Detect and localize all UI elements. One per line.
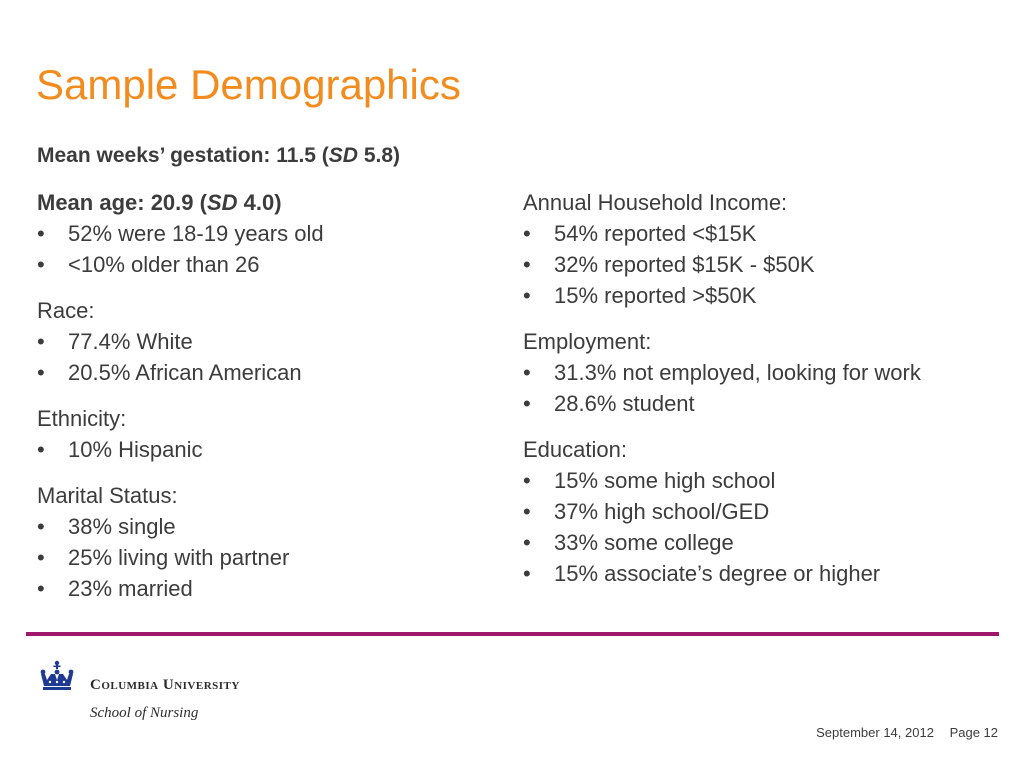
gestation-sd-label: SD [328, 144, 358, 167]
left-column: Mean age: 20.9 (SD 4.0) • 52% were 18-19 … [37, 187, 324, 619]
list-item: • 23% married [37, 573, 324, 604]
employment-list: • 31.3% not employed, looking for work • 28… [523, 357, 921, 419]
list-item: • 37% high school/GED [523, 496, 921, 527]
list-item-text: 77.4% White [68, 329, 193, 354]
gestation-prefix: Mean weeks’ gestation: 11.5 ( [37, 144, 329, 167]
list-item: • 15% reported >$50K [523, 280, 921, 311]
marital-section: Marital Status: • 38% single • 25% living w… [37, 480, 324, 604]
list-item: • 25% living with partner [37, 542, 324, 573]
age-list: • 52% were 18-19 years old • <10% older tha… [37, 218, 324, 280]
list-item: • 15% some high school [523, 465, 921, 496]
bullet-icon: • [523, 499, 531, 524]
list-item: • 77.4% White [37, 326, 324, 357]
list-item-text: 54% reported <$15K [554, 221, 757, 246]
list-item: • 28.6% student [523, 388, 921, 419]
bullet-icon: • [523, 360, 531, 385]
list-item: • 15% associate’s degree or higher [523, 558, 921, 589]
employment-section: Employment: • 31.3% not employed, looking… [523, 326, 921, 419]
list-item: • 33% some college [523, 527, 921, 558]
list-item: • 38% single [37, 511, 324, 542]
list-item: • 31.3% not employed, looking for work [523, 357, 921, 388]
bullet-icon: • [523, 283, 531, 308]
list-item-text: 33% some college [554, 530, 734, 555]
list-item-text: 38% single [68, 514, 176, 539]
age-heading: Mean age: 20.9 (SD 4.0) [37, 187, 324, 218]
marital-heading: Marital Status: [37, 483, 178, 508]
education-list: • 15% some high school • 37% high school/GE… [523, 465, 921, 589]
list-item-text: 20.5% African American [68, 360, 302, 385]
list-item-text: 15% associate’s degree or higher [554, 561, 881, 586]
employment-heading: Employment: [523, 329, 652, 354]
list-item-text: 31.3% not employed, looking for work [554, 360, 921, 385]
age-prefix: Mean age: 20.9 ( [37, 190, 207, 215]
ethnicity-heading: Ethnicity: [37, 406, 127, 431]
education-section: Education: • 15% some high school • 37% hig… [523, 434, 921, 589]
bullet-icon: • [523, 391, 531, 416]
right-column: Annual Household Income: • 54% reported <… [523, 187, 921, 604]
education-heading: Education: [523, 437, 627, 462]
income-list: • 54% reported <$15K • 32% reported $15K - … [523, 218, 921, 311]
list-item: • 54% reported <$15K [523, 218, 921, 249]
gestation-line: Mean weeks’ gestation: 11.5 (SD 5.8) [37, 144, 400, 168]
bullet-icon: • [523, 561, 531, 586]
race-list: • 77.4% White • 20.5% African American [37, 326, 324, 388]
footer-page: Page 12 [949, 725, 998, 740]
income-section: Annual Household Income: • 54% reported <… [523, 187, 921, 311]
list-item-text: 15% some high school [554, 468, 776, 493]
gestation-suffix: 5.8) [357, 144, 401, 167]
footer-divider [26, 632, 999, 636]
list-item-text: 28.6% student [554, 391, 695, 416]
list-item-text: 52% were 18-19 years old [68, 221, 324, 246]
race-section: Race: • 77.4% White • 20.5% African America… [37, 295, 324, 388]
list-item-text: 10% Hispanic [68, 437, 203, 462]
list-item-text: <10% older than 26 [68, 252, 260, 277]
race-heading: Race: [37, 298, 95, 323]
age-sd-label: SD [206, 190, 238, 215]
list-item-text: 37% high school/GED [554, 499, 770, 524]
list-item-text: 15% reported >$50K [554, 283, 757, 308]
income-heading: Annual Household Income: [523, 190, 788, 215]
bullet-icon: • [523, 468, 531, 493]
bullet-icon: • [523, 530, 531, 555]
bullet-icon: • [523, 252, 531, 277]
list-item: • 10% Hispanic [37, 434, 324, 465]
age-suffix: 4.0) [237, 190, 282, 215]
age-section: Mean age: 20.9 (SD 4.0) • 52% were 18-19 … [37, 187, 324, 280]
list-item: • 52% were 18-19 years old [37, 218, 324, 249]
bullet-icon: • [37, 514, 45, 539]
bullet-icon: • [37, 437, 45, 462]
university-name: Columbia University [90, 677, 240, 693]
school-name: School of Nursing [90, 705, 199, 721]
list-item: • 32% reported $15K - $50K [523, 249, 921, 280]
ethnicity-list: • 10% Hispanic [37, 434, 324, 465]
list-item-text: 25% living with partner [68, 545, 290, 570]
bullet-icon: • [37, 360, 45, 385]
bullet-icon: • [37, 545, 45, 570]
marital-list: • 38% single • 25% living with partner • 23% … [37, 511, 324, 604]
crown-icon [38, 660, 76, 699]
list-item-text: 32% reported $15K - $50K [554, 252, 815, 277]
bullet-icon: • [37, 329, 45, 354]
list-item-text: 23% married [68, 576, 193, 601]
bullet-icon: • [523, 221, 531, 246]
footer: September 14, 2012 Page 12 [816, 725, 998, 740]
list-item: • <10% older than 26 [37, 249, 324, 280]
slide-title: Sample Demographics [36, 61, 461, 108]
ethnicity-section: Ethnicity: • 10% Hispanic [37, 403, 324, 465]
footer-date: September 14, 2012 [816, 725, 934, 740]
bullet-icon: • [37, 576, 45, 601]
bullet-icon: • [37, 252, 45, 277]
list-item: • 20.5% African American [37, 357, 324, 388]
bullet-icon: • [37, 221, 45, 246]
